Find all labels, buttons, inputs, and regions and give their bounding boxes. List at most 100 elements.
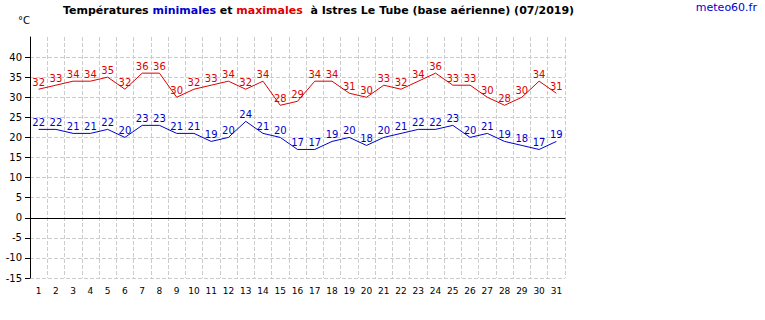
svg-text:33: 33 [464, 73, 477, 84]
svg-text:-5: -5 [12, 232, 22, 243]
svg-text:32: 32 [32, 77, 45, 88]
svg-text:21: 21 [481, 121, 494, 132]
svg-text:18: 18 [326, 286, 338, 296]
svg-text:23: 23 [153, 113, 166, 124]
svg-text:à Istres Le Tube (base aérienn: à Istres Le Tube (base aérienne) (07/201… [303, 4, 574, 17]
svg-text:31: 31 [551, 286, 562, 296]
svg-text:31: 31 [343, 81, 356, 92]
svg-text:17: 17 [308, 137, 321, 148]
svg-text:16: 16 [292, 286, 304, 296]
svg-text:29: 29 [291, 89, 304, 100]
svg-text:34: 34 [412, 69, 425, 80]
svg-text:19: 19 [550, 129, 563, 140]
svg-text:36: 36 [136, 61, 149, 72]
svg-text:34: 34 [533, 69, 546, 80]
svg-text:20: 20 [274, 125, 287, 136]
svg-text:33: 33 [205, 73, 218, 84]
svg-text:35: 35 [101, 65, 114, 76]
svg-text:2: 2 [53, 286, 59, 296]
svg-text:-15: -15 [6, 273, 22, 284]
svg-text:22: 22 [101, 117, 114, 128]
svg-text:34: 34 [222, 69, 235, 80]
svg-text:27: 27 [482, 286, 493, 296]
svg-text:20: 20 [9, 132, 22, 143]
svg-text:30: 30 [515, 85, 528, 96]
svg-text:20: 20 [222, 125, 235, 136]
svg-text:4: 4 [88, 286, 94, 296]
svg-text:25: 25 [9, 112, 22, 123]
svg-text:8: 8 [157, 286, 163, 296]
svg-text:12: 12 [223, 286, 234, 296]
svg-text:21: 21 [84, 121, 97, 132]
svg-text:5: 5 [105, 286, 111, 296]
svg-text:32: 32 [188, 77, 201, 88]
svg-text:36: 36 [153, 61, 166, 72]
svg-text:21: 21 [170, 121, 183, 132]
svg-text:15: 15 [9, 152, 22, 163]
svg-text:15: 15 [275, 286, 286, 296]
svg-text:18: 18 [360, 133, 373, 144]
svg-text:24: 24 [239, 109, 252, 120]
svg-text:meteo60.fr: meteo60.fr [696, 1, 758, 14]
svg-text:1: 1 [36, 286, 42, 296]
svg-text:17: 17 [291, 137, 304, 148]
svg-text:20: 20 [119, 125, 132, 136]
svg-text:34: 34 [326, 69, 339, 80]
svg-text:32: 32 [119, 77, 132, 88]
svg-text:20: 20 [377, 125, 390, 136]
svg-text:26: 26 [464, 286, 476, 296]
svg-text:-10: -10 [6, 252, 22, 263]
svg-text:23: 23 [136, 113, 149, 124]
svg-text:22: 22 [412, 117, 425, 128]
svg-text:7: 7 [139, 286, 145, 296]
svg-text:34: 34 [84, 69, 97, 80]
svg-text:21: 21 [378, 286, 389, 296]
svg-text:33: 33 [446, 73, 459, 84]
svg-text:33: 33 [50, 73, 63, 84]
svg-text:11: 11 [205, 286, 216, 296]
svg-text:17: 17 [309, 286, 320, 296]
svg-text:23: 23 [446, 113, 459, 124]
svg-text:23: 23 [413, 286, 424, 296]
svg-text:21: 21 [395, 121, 408, 132]
svg-text:17: 17 [533, 137, 546, 148]
svg-text:30: 30 [481, 85, 494, 96]
svg-text:18: 18 [515, 133, 528, 144]
svg-text:31: 31 [550, 81, 563, 92]
svg-text:19: 19 [344, 286, 356, 296]
svg-text:20: 20 [464, 125, 477, 136]
svg-text:32: 32 [395, 77, 408, 88]
svg-text:22: 22 [32, 117, 45, 128]
svg-text:21: 21 [188, 121, 201, 132]
svg-text:10: 10 [9, 172, 22, 183]
svg-text:29: 29 [516, 286, 528, 296]
svg-text:40: 40 [9, 52, 22, 63]
svg-text:28: 28 [498, 93, 511, 104]
svg-text:19: 19 [326, 129, 339, 140]
svg-text:22: 22 [50, 117, 63, 128]
svg-text:0: 0 [16, 212, 22, 223]
svg-text:19: 19 [205, 129, 218, 140]
svg-text:24: 24 [430, 286, 442, 296]
svg-text:5: 5 [16, 192, 22, 203]
svg-text:20: 20 [361, 286, 373, 296]
svg-text:30: 30 [170, 85, 183, 96]
svg-text:3: 3 [70, 286, 76, 296]
svg-text:33: 33 [377, 73, 390, 84]
svg-text:30: 30 [533, 286, 545, 296]
svg-text:34: 34 [308, 69, 321, 80]
svg-text:10: 10 [188, 286, 200, 296]
svg-text:25: 25 [447, 286, 458, 296]
svg-text:19: 19 [498, 129, 511, 140]
svg-text:30: 30 [360, 85, 373, 96]
svg-text:30: 30 [9, 92, 22, 103]
svg-text:28: 28 [499, 286, 511, 296]
svg-text:6: 6 [122, 286, 128, 296]
svg-text:21: 21 [67, 121, 80, 132]
svg-text:28: 28 [274, 93, 287, 104]
svg-text:20: 20 [343, 125, 356, 136]
svg-text:35: 35 [9, 72, 22, 83]
svg-text:34: 34 [67, 69, 80, 80]
svg-text:9: 9 [174, 286, 180, 296]
svg-text:22: 22 [395, 286, 406, 296]
